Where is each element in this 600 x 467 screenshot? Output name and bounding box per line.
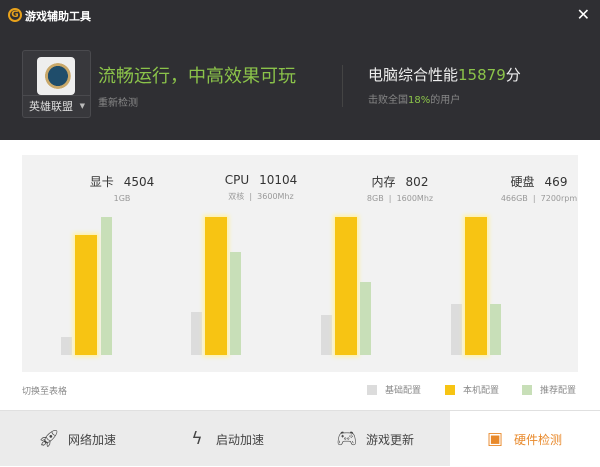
tab-3[interactable]: ▣ 硬件检测	[450, 411, 600, 467]
chevron-down-icon: ▼	[79, 102, 85, 110]
recheck-link[interactable]: 重新检测	[98, 98, 138, 109]
component-score: 4504	[123, 175, 155, 189]
hardware-icon: ▣	[486, 429, 504, 449]
bar-2-1	[230, 251, 241, 355]
component-score: 10104	[259, 173, 298, 187]
bar-0-2	[321, 314, 332, 355]
component-spec: 双核 | 3600Mhz	[228, 192, 294, 201]
switch-to-table-link[interactable]: 切换至表格	[22, 387, 68, 397]
tab-0[interactable]: 🚀︎ 网络加速	[38, 429, 117, 449]
bar-2-0	[101, 217, 112, 355]
component-1: CPU 10104 双核 | 3600Mhz	[201, 173, 321, 202]
component-0: 显卡 4504 1GB	[62, 173, 182, 203]
gamepad-icon: 🎮︎	[336, 429, 358, 449]
legend-swatch	[522, 384, 532, 395]
component-3: 硬盘 469 466GB | 7200rpm	[479, 173, 599, 203]
legend-item: 本机配置	[445, 383, 499, 396]
beat-percentage: 击败全国18%的用户	[368, 95, 461, 106]
game-selector[interactable]: 英雄联盟 ▼	[22, 50, 91, 118]
rocket-icon: 🚀︎	[38, 429, 60, 449]
app-logo-icon: G	[8, 8, 22, 22]
app-title: 游戏辅助工具	[25, 10, 91, 23]
component-score: 469	[544, 175, 568, 189]
legend-swatch	[445, 384, 455, 395]
divider	[342, 65, 343, 107]
bar-0-3	[451, 303, 462, 355]
component-name: 显卡	[89, 175, 114, 189]
hardware-chart: 显卡 4504 1GB CPU 10104 双核 | 3600Mhz 内存 802 8GB | …	[22, 155, 578, 372]
close-button[interactable]: ✕	[576, 5, 590, 24]
bar-1-0	[75, 234, 97, 355]
game-dropdown[interactable]: 英雄联盟 ▼	[23, 95, 90, 117]
bar-1-3	[465, 217, 487, 355]
legend-item: 基础配置	[367, 383, 421, 396]
bottom-tabs: 🚀︎ 网络加速 ϟ 启动加速 🎮︎ 游戏更新 ▣ 硬件检测	[0, 410, 600, 467]
game-icon	[37, 57, 75, 95]
bar-1-1	[205, 217, 227, 355]
lightning-icon: ϟ	[191, 429, 203, 449]
component-spec: 466GB | 7200rpm	[500, 194, 578, 203]
bar-1-2	[335, 217, 357, 355]
bar-2-2	[360, 281, 371, 355]
tab-1[interactable]: ϟ 启动加速	[150, 411, 300, 467]
performance-score: 电脑综合性能15879分	[368, 66, 521, 84]
header: G 游戏辅助工具 ✕ 英雄联盟 ▼ 流畅运行，中高效果可玩 重新检测 电脑综合性能…	[0, 0, 600, 140]
component-name: 硬盘	[510, 175, 535, 189]
tab-2[interactable]: 🎮︎ 游戏更新	[336, 429, 415, 449]
bar-0-1	[191, 312, 202, 355]
component-name: CPU	[224, 173, 250, 187]
component-spec: 1GB	[113, 194, 131, 203]
legend-swatch	[367, 384, 377, 395]
component-name: 内存	[371, 175, 396, 189]
component-2: 内存 802 8GB | 1600Mhz	[340, 173, 460, 203]
bar-0-0	[61, 337, 72, 355]
legend-item: 推荐配置	[522, 383, 576, 396]
run-status: 流畅运行，中高效果可玩	[98, 66, 296, 87]
bar-2-3	[490, 303, 501, 355]
game-name: 英雄联盟	[29, 100, 73, 113]
component-score: 802	[405, 175, 429, 189]
component-spec: 8GB | 1600Mhz	[366, 194, 434, 203]
